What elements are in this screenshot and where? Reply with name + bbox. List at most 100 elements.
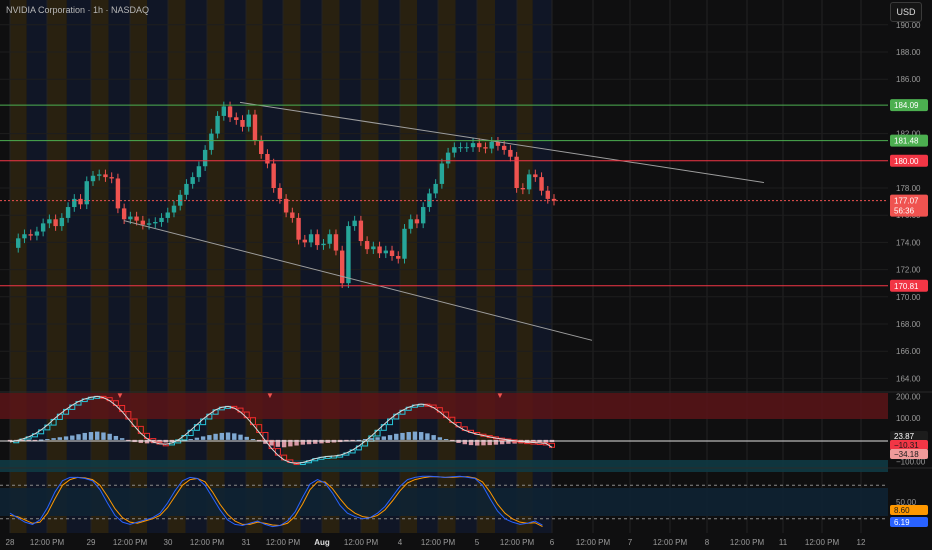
candle-body <box>146 223 152 225</box>
x-tick-label: 12:00 PM <box>653 538 688 547</box>
histogram-bar <box>263 439 268 444</box>
x-tick-label: 12 <box>857 538 866 547</box>
level-tag <box>890 99 928 112</box>
candle-body <box>539 177 544 191</box>
histogram-bar <box>487 439 492 446</box>
histogram-bar <box>88 432 94 440</box>
histogram-bar <box>375 437 380 440</box>
osc-tick-label: −100.00 <box>896 458 926 467</box>
osc-value-label: −10.31 <box>894 441 919 450</box>
candle-body <box>97 174 102 176</box>
x-tick-label: 12:00 PM <box>113 538 148 547</box>
histogram-bar <box>394 433 399 440</box>
candle-body <box>65 207 71 218</box>
y-tick-label: 170.00 <box>896 293 921 302</box>
candle-body <box>40 223 46 232</box>
osc-value-tag <box>890 449 928 459</box>
candle-body <box>439 163 445 184</box>
candle-body <box>470 143 476 148</box>
candle-body <box>115 178 121 209</box>
candle-body <box>53 219 58 227</box>
histogram-bar <box>481 439 486 446</box>
level-label: 181.48 <box>894 137 919 146</box>
histogram-bar <box>194 437 200 440</box>
candle-body <box>526 174 532 190</box>
x-tick-label: 5 <box>475 538 480 547</box>
candle-body <box>308 234 314 243</box>
x-tick-label: 12:00 PM <box>421 538 456 547</box>
candle-body <box>22 234 27 239</box>
candle-body <box>383 250 388 254</box>
histogram-bar <box>506 439 511 444</box>
histogram-bar <box>288 439 293 447</box>
sell-marker: ▼ <box>266 391 274 400</box>
osc-value-tag <box>890 431 928 441</box>
histogram-bar <box>431 435 436 440</box>
candle-body <box>452 147 457 153</box>
y-tick-label: 186.00 <box>896 75 921 84</box>
histogram-bar <box>101 432 106 440</box>
histogram-bar <box>362 439 368 441</box>
candle-body <box>121 208 127 220</box>
histogram-bar <box>232 433 237 440</box>
x-tick-label: 28 <box>6 538 15 547</box>
x-tick-label: 12:00 PM <box>805 538 840 547</box>
histogram-bar <box>95 431 100 440</box>
candle-body <box>196 166 202 178</box>
histogram-bar <box>238 434 243 440</box>
histogram-bar <box>319 439 324 444</box>
candle-body <box>495 141 501 146</box>
y-tick-label: 190.00 <box>896 21 921 30</box>
histogram-bar <box>200 436 206 440</box>
histogram-bar <box>369 438 374 440</box>
candle-body <box>302 239 308 243</box>
stoch-value-label: 6.19 <box>894 518 910 527</box>
last-price-label: 177.07 <box>894 197 919 206</box>
histogram-bar <box>381 436 386 440</box>
osc-value-label: 23.87 <box>894 432 915 441</box>
candle-body <box>90 175 96 182</box>
y-tick-label: 174.00 <box>896 238 921 247</box>
stoch-d-line <box>9 476 543 527</box>
x-tick-label: Aug <box>314 538 330 547</box>
candle-body <box>34 231 40 236</box>
candle-body <box>396 256 401 259</box>
histogram-bar <box>412 431 418 440</box>
histogram-bar <box>387 435 393 440</box>
histogram-bar <box>82 432 87 440</box>
histogram-bar <box>269 439 274 446</box>
x-tick-label: 6 <box>550 538 555 547</box>
candle-body <box>240 120 245 127</box>
histogram-bar <box>356 439 362 441</box>
x-tick-label: 4 <box>398 538 403 547</box>
candle-body <box>296 217 301 240</box>
histogram-bar <box>400 432 405 440</box>
candle-body <box>227 106 233 118</box>
osc-value-tag <box>890 440 928 450</box>
y-tick-label: 178.00 <box>896 184 921 193</box>
candle-body <box>28 234 33 236</box>
histogram-bar <box>38 439 44 441</box>
candle-body <box>165 212 170 218</box>
stoch-value-tag <box>890 517 928 527</box>
candle-body <box>277 188 283 199</box>
histogram-bar <box>294 439 299 446</box>
candle-body <box>315 234 320 246</box>
candle-body <box>364 241 370 250</box>
x-tick-label: 12:00 PM <box>344 538 379 547</box>
histogram-bar <box>499 439 505 445</box>
candle-body <box>464 147 469 149</box>
candle-body <box>252 114 258 141</box>
candle-body <box>84 181 89 205</box>
candle-body <box>514 156 519 188</box>
candle-body <box>408 219 413 229</box>
osc-tick-label: 100.00 <box>896 414 921 423</box>
histogram-bar <box>20 439 25 441</box>
candle-body <box>327 234 332 244</box>
histogram-bar <box>188 439 193 441</box>
candle-body <box>458 147 463 149</box>
currency-button[interactable]: USD <box>890 2 922 22</box>
candle-body <box>16 238 21 248</box>
level-tag <box>890 134 928 147</box>
